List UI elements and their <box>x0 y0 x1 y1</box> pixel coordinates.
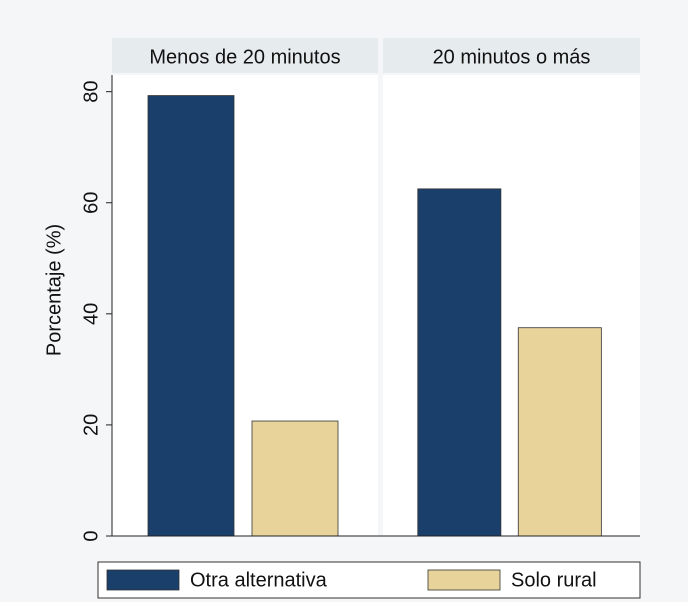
y-tick-label: 0 <box>80 530 102 541</box>
legend-swatch <box>106 569 180 591</box>
bar <box>417 188 502 537</box>
legend-label: Solo rural <box>511 569 597 591</box>
y-tick-label: 80 <box>80 81 102 103</box>
panel-title: Menos de 20 minutos <box>149 46 340 68</box>
y-tick-label: 40 <box>80 303 102 325</box>
bar <box>147 95 235 537</box>
y-tick-label: 60 <box>80 192 102 214</box>
legend-swatch <box>427 569 501 591</box>
bar <box>517 327 602 537</box>
panel-title: 20 minutos o más <box>433 46 591 68</box>
panel-header <box>383 38 640 73</box>
legend-box <box>97 561 641 599</box>
legend-label: Otra alternativa <box>190 569 328 591</box>
panel-header <box>112 38 378 73</box>
bar <box>251 420 339 537</box>
y-tick-label: 20 <box>80 414 102 436</box>
y-axis-title: Porcentaje (%) <box>43 224 65 356</box>
